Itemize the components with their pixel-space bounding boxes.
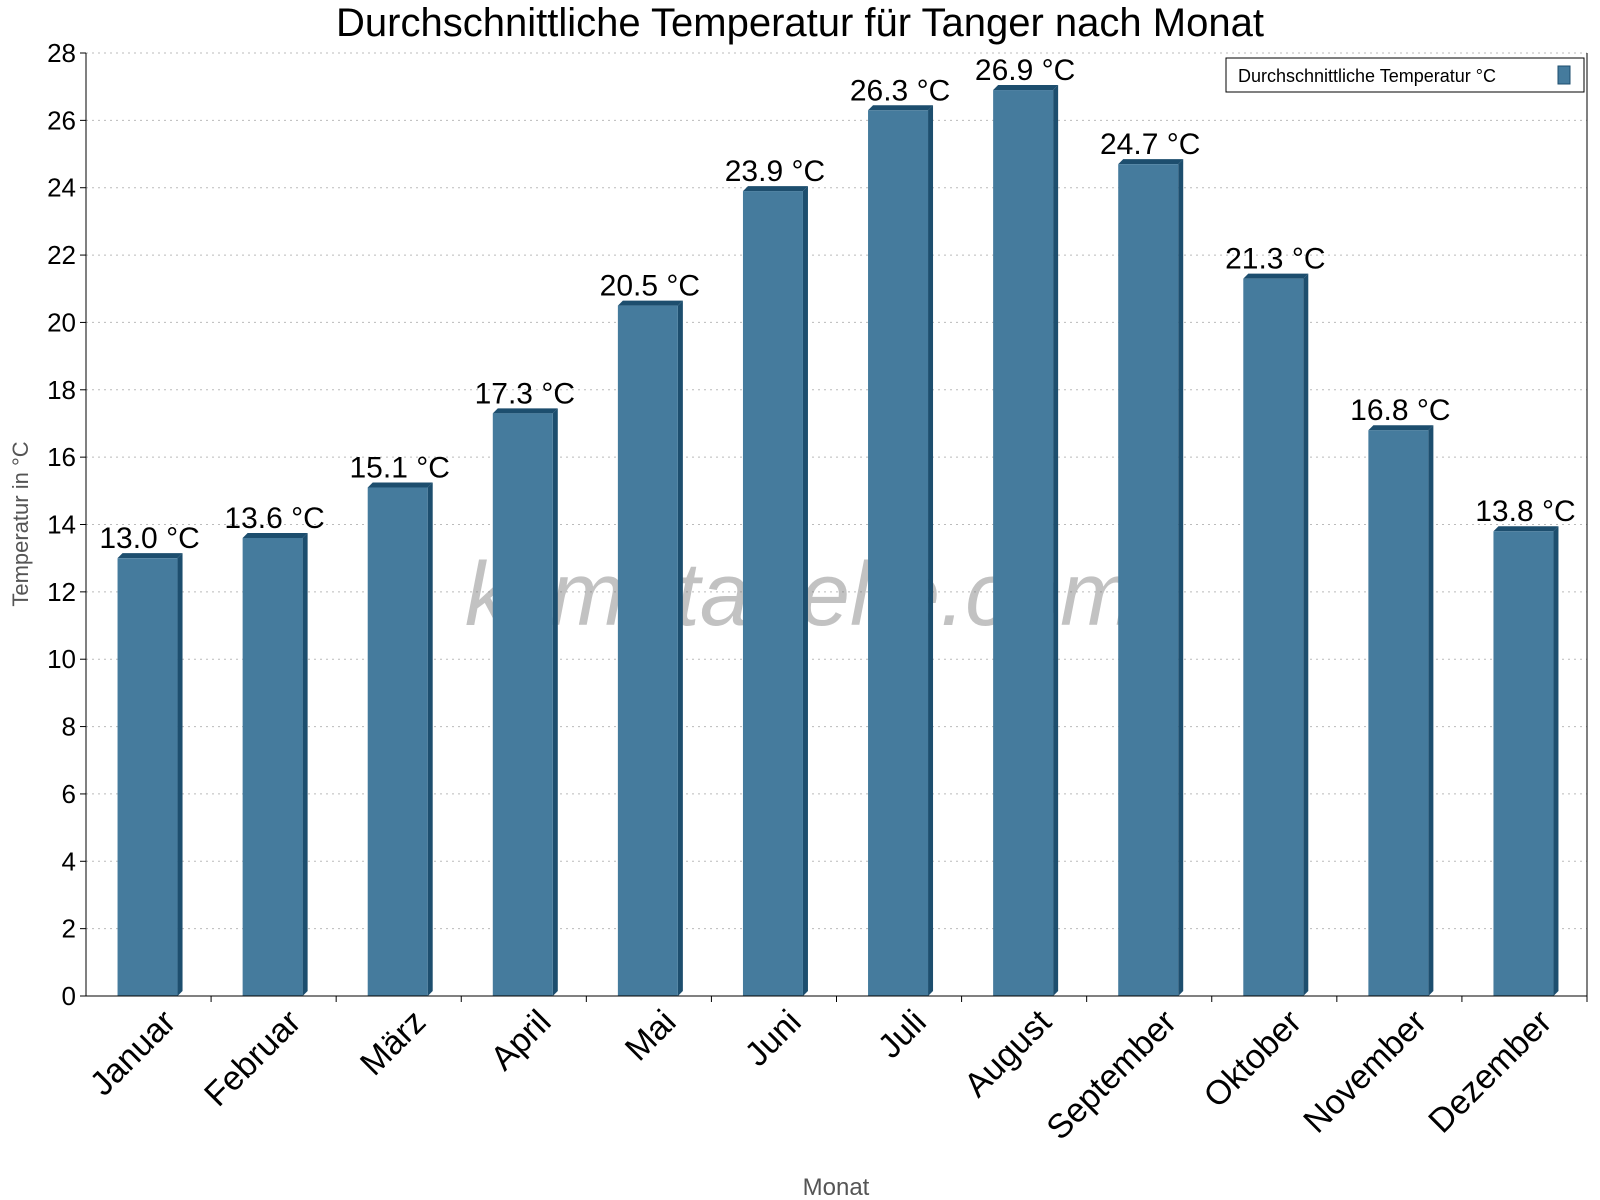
bar bbox=[1368, 430, 1429, 996]
y-tick-label: 16 bbox=[47, 442, 76, 472]
bar bbox=[1118, 164, 1179, 996]
bar bbox=[117, 558, 178, 996]
y-tick-label: 4 bbox=[62, 846, 76, 876]
x-tick-label: Juni bbox=[738, 1003, 809, 1074]
bar-top bbox=[617, 300, 683, 306]
x-tick-label: April bbox=[483, 1003, 558, 1078]
bar-side bbox=[1428, 425, 1434, 996]
data-label: 24.7 °C bbox=[1100, 128, 1200, 161]
x-tick-label: Juli bbox=[871, 1003, 934, 1066]
legend-swatch bbox=[1557, 65, 1571, 85]
bar-side bbox=[1303, 273, 1309, 996]
bar bbox=[742, 191, 803, 996]
data-label: 13.6 °C bbox=[224, 502, 324, 535]
y-axis-label: Temperatur in °C bbox=[8, 441, 33, 606]
bar-top bbox=[1118, 159, 1184, 165]
bar-side bbox=[177, 553, 183, 996]
bar-side bbox=[427, 482, 433, 996]
data-label: 20.5 °C bbox=[600, 270, 700, 303]
y-tick-label: 14 bbox=[47, 510, 76, 540]
bar-side bbox=[677, 300, 683, 996]
bar-top bbox=[242, 532, 308, 538]
bar-side bbox=[302, 532, 308, 996]
data-label: 13.8 °C bbox=[1475, 495, 1575, 528]
bar bbox=[492, 413, 553, 996]
y-tick-label: 6 bbox=[62, 779, 76, 809]
y-tick-label: 20 bbox=[47, 307, 76, 337]
data-label: 23.9 °C bbox=[725, 155, 825, 188]
y-tick-label: 28 bbox=[47, 38, 76, 68]
bar bbox=[868, 110, 929, 997]
x-tick-label: Dezember bbox=[1421, 1003, 1559, 1141]
data-label: 26.9 °C bbox=[975, 54, 1075, 87]
y-tick-label: 10 bbox=[47, 644, 76, 674]
bar-top bbox=[117, 553, 183, 559]
bar bbox=[617, 305, 678, 996]
bar-side bbox=[552, 408, 558, 996]
bar bbox=[1243, 278, 1304, 996]
data-label: 13.0 °C bbox=[99, 522, 199, 555]
x-tick-label: November bbox=[1296, 1003, 1434, 1141]
bar-top bbox=[993, 85, 1059, 91]
y-tick-label: 22 bbox=[47, 240, 76, 270]
data-label: 21.3 °C bbox=[1225, 243, 1325, 276]
bar-top bbox=[1493, 526, 1559, 532]
x-tick-label: Januar bbox=[83, 1003, 183, 1103]
legend-box bbox=[1225, 57, 1585, 93]
bar bbox=[1493, 531, 1554, 996]
bar-side bbox=[1178, 159, 1184, 996]
data-label: 15.1 °C bbox=[350, 451, 450, 484]
x-tick-label: Oktober bbox=[1197, 1003, 1309, 1115]
y-tick-label: 8 bbox=[62, 712, 76, 742]
legend-label: Durchschnittliche Temperatur °C bbox=[1238, 66, 1496, 86]
bar-top bbox=[492, 408, 558, 414]
x-tick-label: August bbox=[957, 1002, 1059, 1104]
bar-side bbox=[1553, 526, 1559, 996]
legend: Durchschnittliche Temperatur °C bbox=[1225, 57, 1585, 93]
data-label: 26.3 °C bbox=[850, 74, 950, 107]
bar-side bbox=[928, 105, 934, 997]
x-axis-label: Monat bbox=[803, 1174, 870, 1200]
bar-top bbox=[1368, 425, 1434, 431]
bar-top bbox=[742, 186, 808, 192]
x-tick-label: Mai bbox=[618, 1003, 684, 1069]
y-tick-label: 0 bbox=[62, 981, 76, 1011]
data-label: 17.3 °C bbox=[475, 377, 575, 410]
bar-top bbox=[367, 482, 433, 488]
bar bbox=[242, 537, 303, 996]
bar-side bbox=[1053, 85, 1059, 996]
chart-title: Durchschnittliche Temperatur für Tanger … bbox=[336, 1, 1264, 45]
bar-top bbox=[868, 105, 934, 111]
bar bbox=[993, 90, 1054, 996]
y-tick-label: 12 bbox=[47, 577, 76, 607]
y-tick-label: 26 bbox=[47, 105, 76, 135]
x-tick-label: September bbox=[1039, 1003, 1183, 1147]
data-label: 16.8 °C bbox=[1350, 394, 1450, 427]
y-tick-label: 24 bbox=[47, 173, 76, 203]
bar bbox=[367, 487, 428, 996]
bar-side bbox=[802, 186, 808, 996]
bar-top bbox=[1243, 273, 1309, 279]
y-tick-label: 2 bbox=[62, 914, 76, 944]
y-tick-label: 18 bbox=[47, 375, 76, 405]
x-tick-label: Februar bbox=[197, 1003, 308, 1114]
x-tick-label: März bbox=[353, 1003, 433, 1083]
